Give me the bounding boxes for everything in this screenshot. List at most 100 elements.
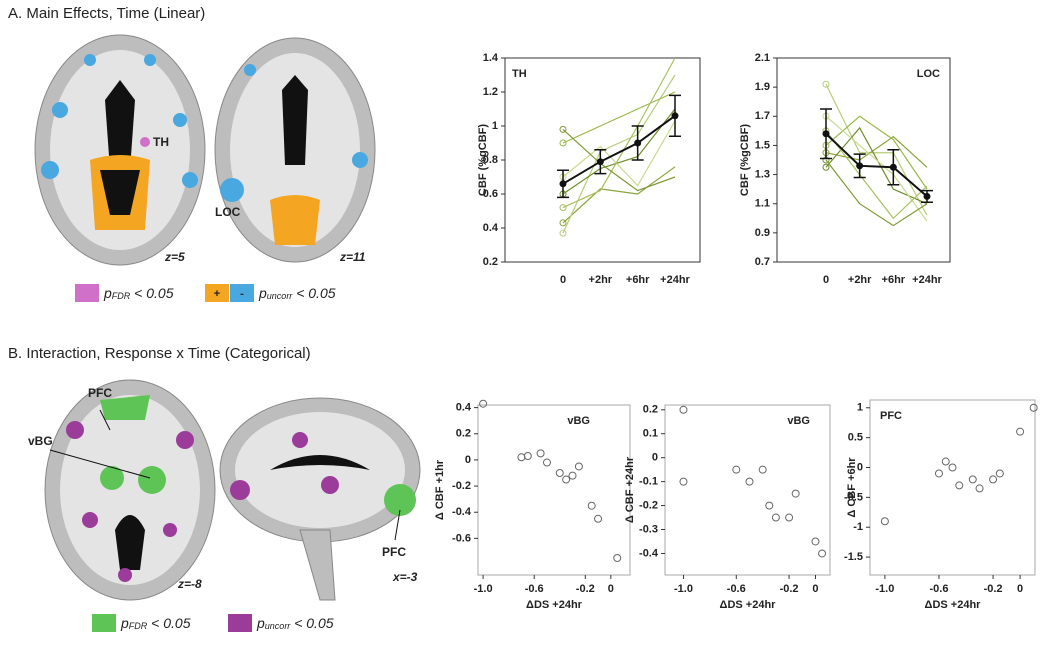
y-axis-label: Δ CBF +6hr [846, 457, 858, 518]
x-tick-label: +6hr [626, 274, 650, 286]
x-tick-label: -1.0 [474, 583, 493, 595]
scatter-point [523, 452, 532, 460]
scatter-point [574, 462, 583, 471]
chart-title: TH [512, 68, 527, 80]
legend-text: puncorr < 0.05 [256, 615, 334, 632]
y-tick-label: 0.2 [483, 256, 498, 268]
scatter-point [613, 554, 622, 562]
mean-point [634, 139, 642, 147]
scatter-point [732, 465, 741, 474]
y-tick-label: 0.7 [755, 256, 770, 268]
y-tick-label: -0.3 [639, 523, 658, 535]
subject-point [559, 125, 567, 133]
y-tick-label: 1.2 [483, 86, 498, 98]
subject-line [562, 74, 676, 234]
legend-value: < 0.05 [130, 285, 173, 301]
y-tick-label: -0.6 [452, 532, 471, 544]
legend-subscript: uncorr [267, 291, 294, 301]
y-tick-label: 1.5 [755, 139, 770, 151]
y-tick-label: 2.1 [755, 52, 770, 64]
subject-line [562, 91, 676, 144]
y-tick-label: 0 [652, 452, 658, 464]
y-tick-label: 0.5 [848, 432, 863, 444]
scatter-point [587, 501, 596, 510]
y-tick-label: 1 [857, 402, 863, 414]
y-axis-label: Δ CBF +24hr [624, 456, 636, 523]
subject-line [562, 108, 676, 195]
y-tick-label: -1 [853, 521, 863, 533]
y-tick-label: 0.4 [483, 222, 499, 234]
x-tick-label: -1.0 [674, 583, 693, 595]
y-tick-label: 1.7 [755, 110, 770, 122]
plot-frame [869, 399, 1036, 576]
subject-line [562, 166, 676, 224]
scatter-point [818, 549, 827, 558]
mean-point [923, 192, 931, 200]
y-tick-label: 1.9 [755, 81, 770, 93]
x-tick-label: +2hr [848, 274, 872, 286]
slice-label: x=-3 [392, 570, 418, 584]
x-axis-label: ΔDS +24hr [526, 599, 583, 611]
y-tick-label: -0.4 [452, 506, 472, 518]
subject-line [825, 126, 928, 205]
y-tick-label: 1.4 [483, 52, 499, 64]
pointer-line [49, 449, 151, 479]
scatter-point [745, 477, 754, 486]
scatter-point [555, 469, 564, 477]
slice-label: z=-8 [177, 577, 202, 591]
plot-frame [664, 404, 831, 576]
panel-title: A. Main Effects, Time (Linear) [8, 5, 205, 22]
scatter-point [679, 477, 688, 486]
y-tick-label: 1.1 [755, 198, 770, 210]
x-tick-label: 0 [560, 274, 566, 286]
legend-value: < 0.05 [147, 615, 190, 631]
scatter-point [785, 513, 794, 522]
y-tick-label: -0.2 [639, 499, 658, 511]
y-tick-label: 0.4 [456, 402, 472, 414]
brain-axial-b [44, 379, 216, 601]
legend-subscript: FDR [112, 291, 131, 301]
legend-swatch [205, 284, 229, 302]
legend-sign: - [240, 288, 244, 300]
pointer-line [394, 509, 401, 541]
mean-point [856, 162, 864, 170]
y-tick-label: 0.8 [483, 154, 498, 166]
legend-text: pFDR < 0.05 [103, 285, 174, 302]
y-axis-label: Δ CBF +1hr [434, 459, 446, 520]
subject-line [825, 135, 928, 168]
x-tick-label: -0.2 [576, 583, 595, 595]
y-tick-label: 0 [465, 454, 471, 466]
mean-line [562, 114, 676, 185]
subject-point [822, 163, 830, 171]
subject-line [825, 83, 928, 216]
slice-label: z=5 [164, 250, 185, 264]
legend-swatch [230, 284, 254, 302]
x-tick-label: 0 [608, 583, 614, 595]
x-tick-label: -0.6 [727, 583, 746, 595]
scatter-point [975, 484, 984, 493]
chart-title: vBG [567, 415, 590, 427]
plot-frame [477, 404, 631, 576]
scatter-point [948, 463, 957, 472]
scatter-point [517, 453, 526, 462]
scatter-point [771, 513, 780, 522]
x-tick-label: -0.2 [780, 583, 799, 595]
scatter-point [1016, 427, 1025, 436]
scatter-point [880, 517, 889, 526]
subject-point [559, 139, 567, 147]
subject-line [825, 159, 928, 227]
brain-axial-a2 [214, 37, 376, 263]
x-tick-label: -0.6 [525, 583, 544, 595]
scatter-point [479, 399, 488, 408]
legend-sign: + [214, 288, 220, 300]
scatter-point [989, 475, 998, 484]
legend-symbol: p [258, 285, 267, 301]
plot-frame [776, 57, 951, 263]
legend-subscript: uncorr [265, 621, 292, 631]
x-tick-label: +6hr [882, 274, 906, 286]
mean-point [559, 180, 567, 188]
legend-symbol: p [256, 615, 265, 631]
region-label: TH [153, 135, 169, 149]
x-tick-label: 0 [812, 583, 818, 595]
